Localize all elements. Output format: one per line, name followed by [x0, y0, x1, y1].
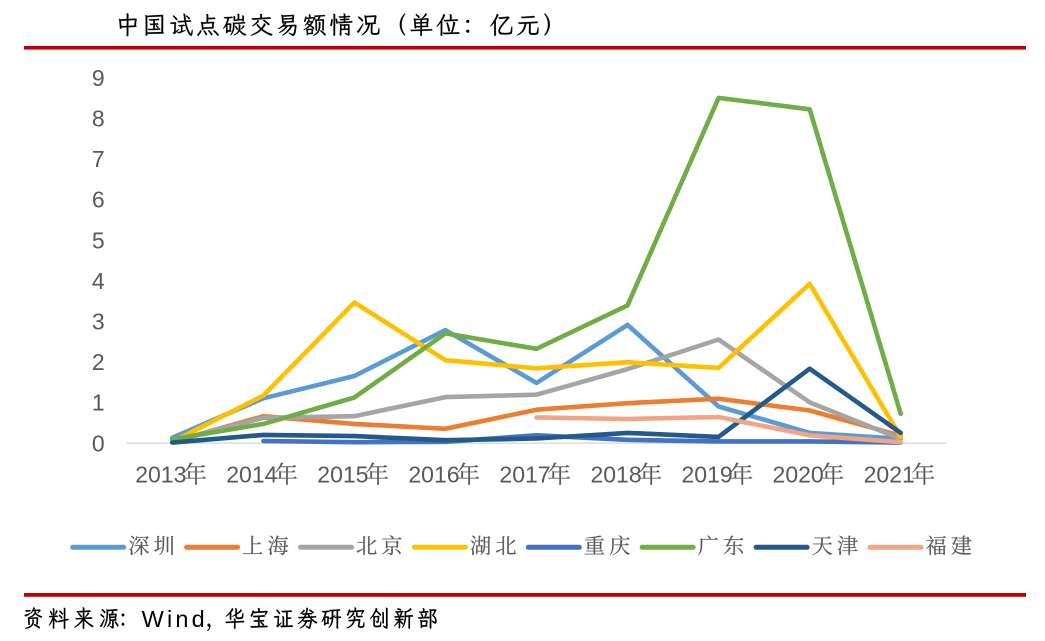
svg-text:2019: 2019	[682, 462, 733, 488]
svg-text:6: 6	[92, 187, 105, 213]
svg-text:4: 4	[92, 268, 105, 294]
svg-text:2015: 2015	[317, 462, 368, 488]
svg-text:2013: 2013	[135, 462, 186, 488]
svg-text:8: 8	[92, 106, 105, 132]
svg-text:2016: 2016	[408, 462, 459, 488]
svg-text:Wind: Wind	[142, 606, 208, 632]
svg-text:2: 2	[92, 349, 105, 375]
svg-text:2020: 2020	[773, 462, 824, 488]
svg-text:2018: 2018	[590, 462, 641, 488]
svg-text:9: 9	[92, 65, 105, 91]
svg-text:2017: 2017	[499, 462, 550, 488]
svg-text:2021: 2021	[864, 462, 915, 488]
svg-text:1: 1	[92, 390, 105, 416]
svg-text:2014: 2014	[226, 462, 277, 488]
svg-text:3: 3	[92, 309, 105, 335]
svg-text:7: 7	[92, 146, 105, 172]
svg-text:5: 5	[92, 227, 105, 253]
svg-text:0: 0	[92, 430, 105, 456]
